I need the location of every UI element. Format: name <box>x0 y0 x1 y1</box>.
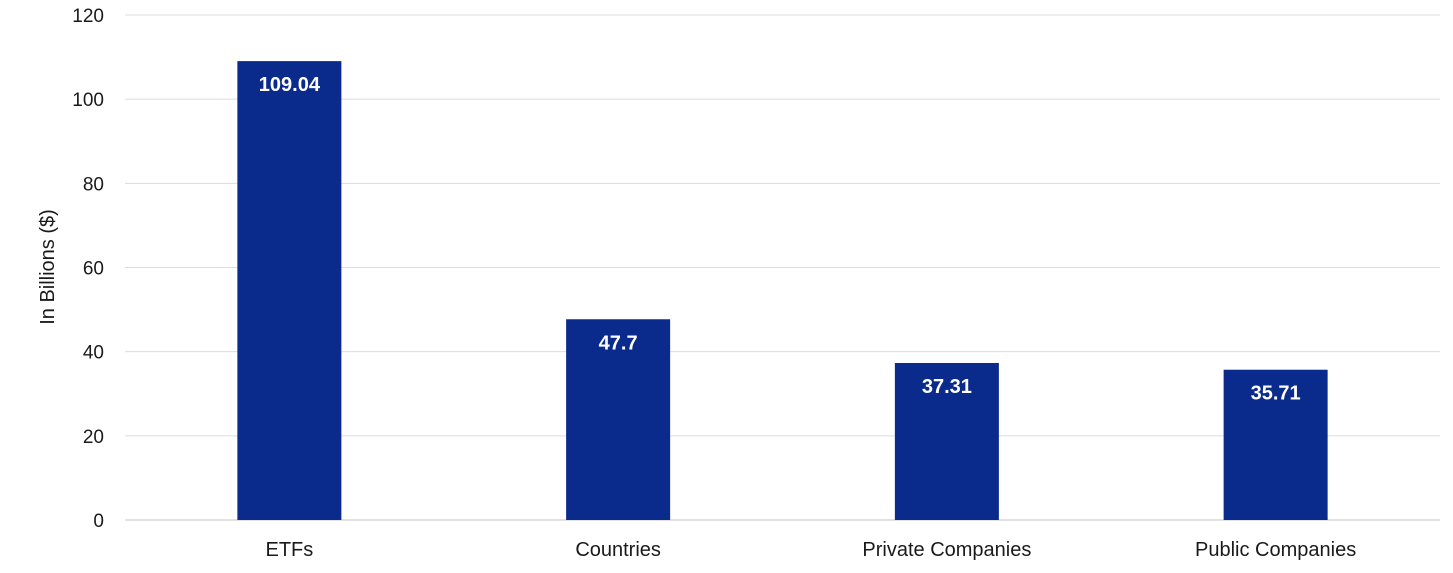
y-tick-label: 60 <box>83 259 104 280</box>
y-tick-label: 0 <box>93 511 104 532</box>
y-tick-label: 20 <box>83 427 104 448</box>
category-label: Countries <box>575 539 661 561</box>
category-label: ETFs <box>265 539 313 561</box>
data-label: 47.7 <box>599 332 638 354</box>
y-tick-label: 40 <box>83 343 104 364</box>
bars <box>237 61 1328 521</box>
y-tick-label: 80 <box>83 174 104 195</box>
y-axis-ticks: 0 20 40 60 80 100 120 <box>72 6 104 532</box>
gridlines <box>125 14 1440 521</box>
x-axis-categories: ETFs Countries Private Companies Public Com… <box>265 539 1356 561</box>
y-axis-title: In Billions ($) <box>37 209 59 325</box>
category-label: Private Companies <box>862 539 1031 561</box>
y-tick-label: 100 <box>72 90 104 111</box>
bar <box>566 319 671 520</box>
bar <box>1223 369 1328 520</box>
data-label: 37.31 <box>922 376 972 398</box>
data-labels: 109.04 47.7 37.31 35.71 <box>259 74 1301 405</box>
data-label: 35.71 <box>1251 383 1301 405</box>
y-tick-label: 120 <box>72 6 104 27</box>
bar <box>237 61 342 521</box>
data-label: 109.04 <box>259 74 321 96</box>
bar <box>894 362 999 520</box>
category-label: Public Companies <box>1195 539 1356 561</box>
